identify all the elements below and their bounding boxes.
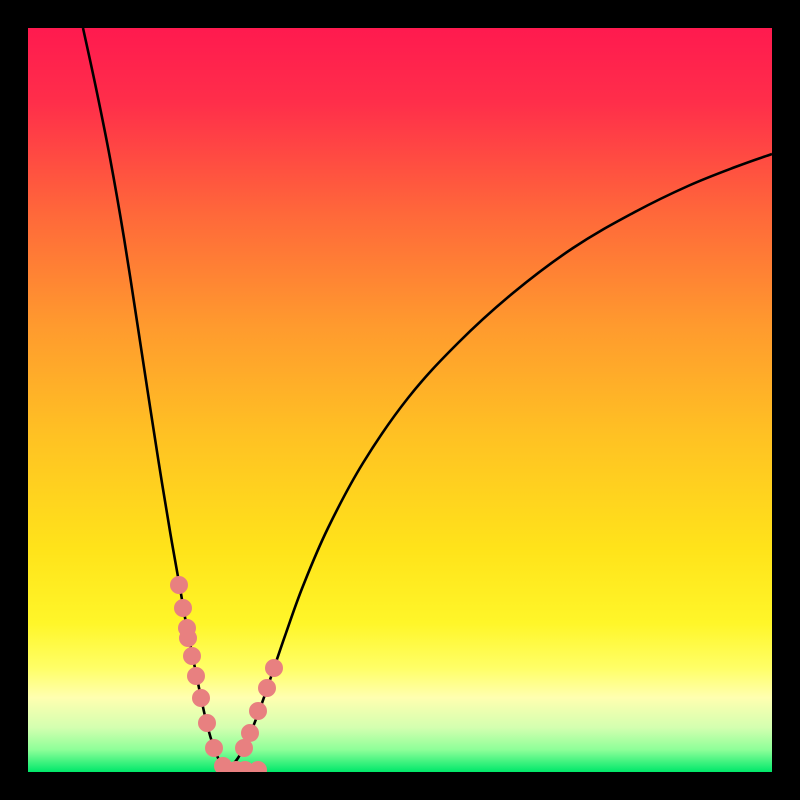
curve-layer xyxy=(28,28,772,772)
data-marker xyxy=(171,577,188,594)
data-marker xyxy=(188,668,205,685)
data-marker xyxy=(199,715,216,732)
data-marker xyxy=(242,725,259,742)
data-marker xyxy=(250,703,267,720)
data-marker xyxy=(259,680,276,697)
data-marker xyxy=(236,740,253,757)
data-markers xyxy=(171,577,283,779)
data-marker xyxy=(184,648,201,665)
data-marker xyxy=(206,740,223,757)
data-marker xyxy=(175,600,192,617)
data-marker xyxy=(266,660,283,677)
plot-area xyxy=(28,28,772,772)
left-curve xyxy=(83,28,227,770)
data-marker xyxy=(180,630,197,647)
frame-right xyxy=(772,0,800,800)
frame-top xyxy=(0,0,800,28)
frame-bottom xyxy=(0,772,800,800)
frame-left xyxy=(0,0,28,800)
data-marker xyxy=(193,690,210,707)
right-curve xyxy=(227,154,772,770)
